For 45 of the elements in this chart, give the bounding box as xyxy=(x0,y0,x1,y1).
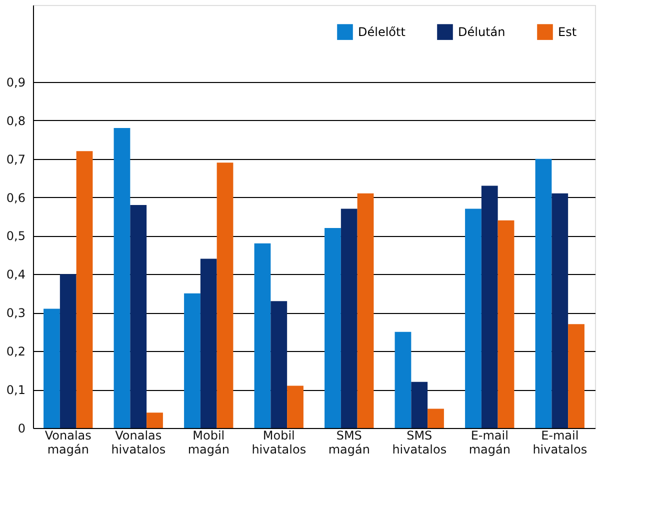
bar xyxy=(324,228,341,428)
x-tick-label: Mobil hivatalos xyxy=(252,428,306,456)
y-tick-label: 0,4 xyxy=(6,268,26,282)
bar xyxy=(60,274,76,428)
bar xyxy=(428,408,444,428)
legend-label: Délután xyxy=(458,25,506,40)
y-tick-label: 0 xyxy=(18,422,26,436)
bar xyxy=(130,204,147,428)
x-tick-label: E-mail magán xyxy=(468,428,510,456)
bar xyxy=(340,208,358,428)
y-tick-label: 0,8 xyxy=(6,114,26,128)
bar xyxy=(254,243,271,428)
y-tick-label: 0,6 xyxy=(6,190,26,205)
bar xyxy=(411,382,428,428)
y-tick-label: 0,5 xyxy=(6,229,26,244)
bar xyxy=(76,151,93,428)
bar xyxy=(394,332,412,428)
bar xyxy=(44,308,60,428)
x-tick-label: SMS hivatalos xyxy=(392,428,447,456)
x-tick-label: Vonalas hivatalos xyxy=(111,428,166,456)
bar xyxy=(114,128,130,428)
bar xyxy=(498,220,514,428)
bar xyxy=(146,412,163,428)
bar xyxy=(184,293,200,428)
bar xyxy=(465,208,482,428)
legend-label: Est xyxy=(558,25,577,40)
y-tick-label: 0,9 xyxy=(6,75,26,90)
bar xyxy=(552,193,568,428)
bar xyxy=(287,386,304,428)
bar xyxy=(481,186,498,428)
x-tick-label: Mobil magán xyxy=(188,428,230,456)
bar xyxy=(270,301,288,428)
x-tick-label: Vonalas magán xyxy=(44,428,92,456)
legend-label: Délelőtt xyxy=(358,25,406,40)
y-tick-label: 0,1 xyxy=(6,383,26,398)
bar xyxy=(357,193,374,428)
bar xyxy=(216,162,234,428)
bar xyxy=(568,324,584,428)
x-tick-label: E-mail hivatalos xyxy=(532,428,588,456)
bar xyxy=(535,158,552,428)
y-tick-label: 0,7 xyxy=(6,152,26,166)
bar xyxy=(200,258,217,428)
y-tick-label: 0,3 xyxy=(6,306,26,320)
y-tick-label: 0,2 xyxy=(6,344,26,359)
x-tick-label: SMS magán xyxy=(328,428,370,456)
